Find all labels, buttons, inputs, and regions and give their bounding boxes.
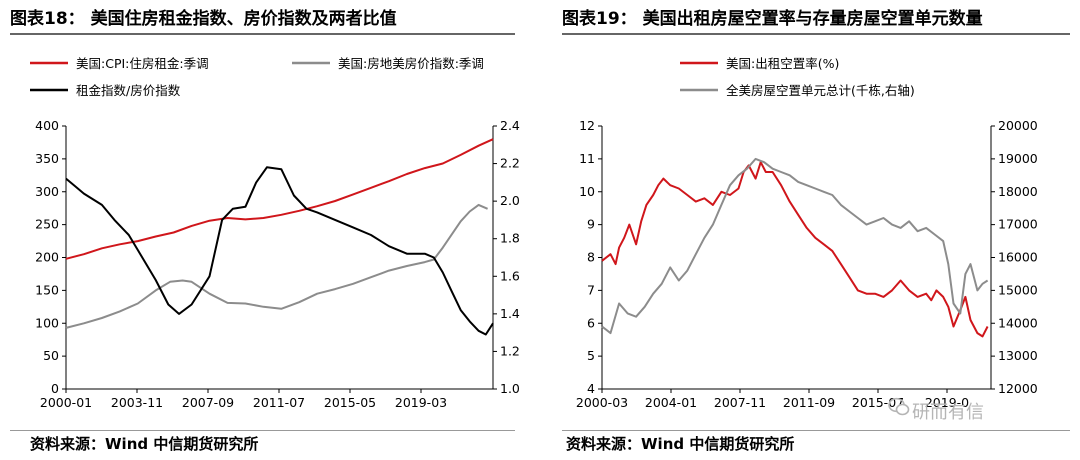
right-y-tick-label: 18000 [998, 184, 1038, 199]
right-y-tick-label: 2.2 [500, 156, 520, 171]
left-y-tick-label: 100 [35, 315, 59, 330]
right-y-tick-label: 13000 [998, 348, 1038, 363]
left-y-tick-label: 4 [587, 381, 595, 396]
left-y-tick-label: 11 [579, 151, 595, 166]
legend-label-1: 美国:出租空置率(%) [726, 56, 839, 71]
x-tick-label: 2000-01 [40, 395, 92, 410]
right-bottom-rule [562, 430, 1070, 431]
right-y-tick-label: 2.4 [500, 118, 520, 133]
right-y-tick-label: 14000 [998, 315, 1038, 330]
left-y-tick-label: 6 [587, 315, 595, 330]
left-y-tick-label: 50 [43, 348, 59, 363]
x-tick-label: 2019-0 [925, 395, 969, 410]
left-title-rule [10, 33, 515, 35]
left-y-tick-label: 250 [35, 217, 59, 232]
right-y-tick-label: 17000 [998, 217, 1038, 232]
left-source-note: 资料来源：Wind 中信期货研究所 [30, 435, 259, 453]
right-y-tick-label: 15000 [998, 282, 1038, 297]
right-y-tick-label: 1.2 [500, 343, 520, 358]
left-y-tick-label: 0 [51, 381, 59, 396]
legend-label-3: 租金指数/房价指数 [76, 83, 181, 98]
left-y-tick-label: 5 [587, 348, 595, 363]
x-tick-label: 2015-07 [852, 395, 904, 410]
series-line-1 [601, 161, 989, 338]
series-line-1 [65, 138, 494, 260]
right-y-tick-label: 19000 [998, 151, 1038, 166]
series-line-3 [65, 166, 494, 336]
wechat-icon [888, 397, 910, 416]
legend-label-2: 全美房屋空置单元总计(千栋,右轴) [726, 83, 915, 98]
right-y-tick-label: 1.8 [500, 231, 520, 246]
left-bottom-rule [10, 430, 515, 431]
x-tick-label: 2007-11 [714, 395, 766, 410]
series-line-2 [601, 157, 989, 335]
right-y-tick-label: 20000 [998, 118, 1038, 133]
right-y-tick-label: 16000 [998, 250, 1038, 265]
left-y-tick-label: 300 [35, 184, 59, 199]
right-y-tick-label: 2.0 [500, 193, 520, 208]
left-chart-title: 图表18： 美国住房租金指数、房价指数及两者比值 [10, 9, 397, 29]
right-y-tick-label: 12000 [998, 381, 1038, 396]
right-source-note: 资料来源：Wind 中信期货研究所 [566, 435, 795, 453]
legend-label-2: 美国:房地美房价指数:季调 [338, 56, 484, 71]
x-tick-label: 2011-09 [783, 395, 835, 410]
right-chart: 美国:出租空置率(%) 全美房屋空置单元总计(千栋,右轴) 4 5 6 7 8 9 10 11 12… [576, 56, 1038, 410]
watermark-text: 研而有信 [912, 402, 984, 423]
legend-label-1: 美国:CPI:住房租金:季调 [76, 56, 209, 71]
right-y-tick-label: 1.6 [500, 268, 520, 283]
left-y-tick-label: 9 [587, 217, 595, 232]
right-title-rule [562, 33, 1070, 35]
x-tick-label: 2000-03 [576, 395, 628, 410]
x-tick-label: 2011-07 [253, 395, 305, 410]
left-y-tick-label: 8 [587, 250, 595, 265]
left-y-tick-label: 200 [35, 250, 59, 265]
left-y-tick-label: 150 [35, 282, 59, 297]
left-y-tick-label: 10 [579, 184, 595, 199]
left-y-tick-label: 7 [587, 282, 595, 297]
x-tick-label: 2004-01 [645, 395, 697, 410]
left-y-tick-label: 350 [35, 151, 59, 166]
right-y-tick-label: 1.0 [500, 381, 520, 396]
right-chart-title: 图表19： 美国出租房屋空置率与存量房屋空置单元数量 [562, 9, 983, 29]
left-y-tick-label: 12 [579, 118, 595, 133]
left-y-tick-label: 400 [35, 118, 59, 133]
right-y-tick-label: 1.4 [500, 306, 520, 321]
x-tick-label: 2007-09 [182, 395, 234, 410]
x-tick-label: 2015-05 [324, 395, 376, 410]
x-tick-label: 2019-03 [395, 395, 447, 410]
series-line-2 [65, 203, 488, 329]
x-tick-label: 2003-11 [111, 395, 163, 410]
